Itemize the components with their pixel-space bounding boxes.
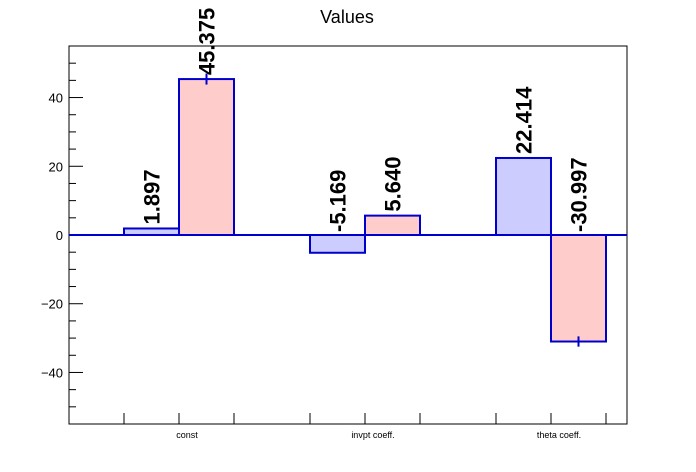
chart-title: Values (320, 7, 374, 27)
bar (178, 78, 235, 236)
bar-value-label: 1.897 (140, 169, 165, 224)
bar-value-label: -30.997 (567, 157, 592, 232)
bar (495, 156, 552, 236)
x-category-label: const (176, 430, 198, 440)
x-category-label: invpt coeff. (351, 430, 394, 440)
y-tick-label: 40 (49, 91, 63, 106)
y-tick-label: −20 (41, 297, 63, 312)
x-category-label: theta coeff. (537, 430, 581, 440)
bar-value-label: 45.375 (195, 8, 220, 75)
bar (364, 214, 421, 237)
y-tick-label: 20 (49, 159, 63, 174)
y-tick-label: 0 (56, 228, 63, 243)
bar (550, 234, 607, 343)
bar (309, 234, 366, 254)
bar-value-label: -5.169 (326, 170, 351, 232)
bar-value-label: 5.640 (381, 157, 406, 212)
y-tick-label: −40 (41, 365, 63, 380)
bar-value-label: 22.414 (512, 86, 537, 154)
